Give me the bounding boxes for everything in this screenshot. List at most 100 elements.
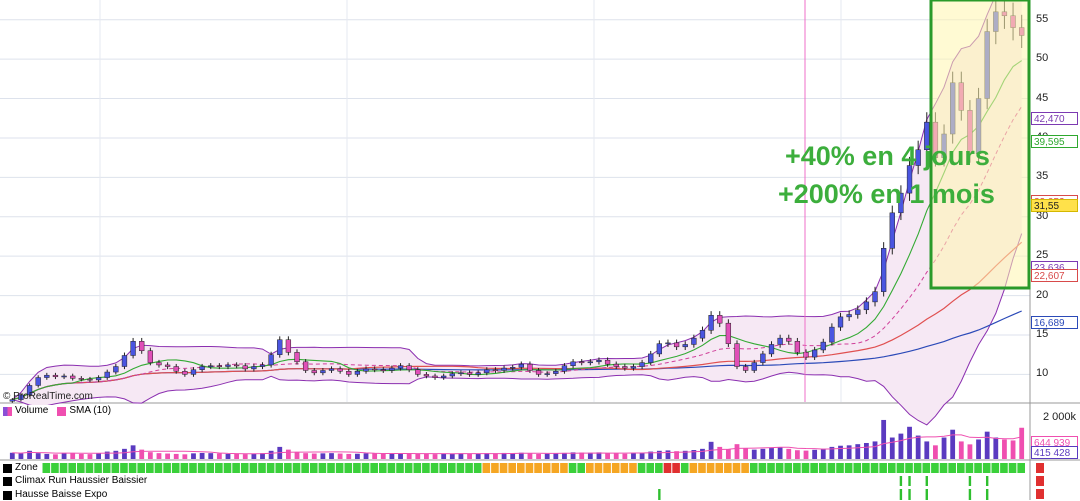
- volume-bar: [285, 449, 291, 459]
- zone-legend: Zone: [3, 462, 42, 474]
- zone-cell: [396, 463, 404, 473]
- volume-bar: [9, 452, 15, 459]
- zone-cell: [51, 463, 59, 473]
- zone-cell: [577, 463, 586, 473]
- volume-bar: [260, 453, 265, 459]
- zone-cell: [655, 463, 663, 473]
- candle-body: [441, 375, 447, 378]
- volume-bar: [941, 437, 947, 459]
- zone-cell: [887, 463, 896, 473]
- candle-body: [70, 375, 76, 379]
- zone-cell: [974, 463, 982, 473]
- price-tick-label: 15: [1036, 328, 1049, 340]
- volume-bar: [993, 437, 999, 459]
- bollinger-band-fill: [12, 0, 1022, 425]
- volume-bar: [191, 453, 196, 459]
- candle-body: [337, 368, 343, 372]
- expo-mark: [985, 489, 989, 500]
- zone-cell: [542, 463, 551, 473]
- zone-cell: [844, 463, 853, 473]
- candle-body: [216, 365, 223, 367]
- volume-bar: [527, 453, 533, 459]
- volume-bar: [812, 449, 818, 459]
- volume-bar: [933, 445, 938, 459]
- zone-cell: [292, 463, 301, 473]
- moving-averages: [11, 0, 1023, 426]
- volume-bar: [294, 451, 300, 459]
- volume-panel: [9, 419, 1025, 459]
- zone-cell: [715, 463, 724, 473]
- zone-cell: [732, 463, 741, 473]
- zone-cell: [663, 463, 672, 473]
- candle-body: [561, 365, 568, 372]
- candle-body: [855, 309, 861, 315]
- zone-cell: [499, 463, 508, 473]
- candle-body: [87, 378, 93, 381]
- candle-body: [492, 369, 499, 371]
- volume-bar: [225, 453, 231, 459]
- zone-cell: [629, 463, 637, 473]
- candle-body: [449, 373, 455, 377]
- expo-last-value: [1036, 489, 1044, 499]
- candle-body: [622, 366, 628, 369]
- volume-bar: [303, 453, 309, 459]
- zone-cell: [870, 463, 879, 473]
- volume-bar: [372, 453, 378, 459]
- volume-bar: [70, 453, 76, 459]
- bollinger-area: [12, 0, 1022, 425]
- candle-body: [898, 192, 904, 214]
- volume-bar: [354, 453, 360, 459]
- candle-body: [406, 365, 412, 370]
- zone-cell: [77, 463, 85, 473]
- zone-cell: [939, 463, 948, 473]
- candle-body: [829, 326, 835, 343]
- zone-cell: [862, 463, 870, 473]
- zone-cell: [266, 463, 275, 473]
- candle-body: [139, 341, 145, 352]
- highlight-box: [929, 0, 1031, 290]
- climax-mark: [908, 476, 911, 486]
- zone-cell: [741, 463, 749, 473]
- volume-bar: [829, 446, 835, 459]
- zone-cell: [646, 463, 655, 473]
- candle-body: [285, 339, 292, 353]
- price-tick-label: 35: [1036, 170, 1049, 183]
- volume-bar: [587, 452, 593, 459]
- candle-body: [553, 371, 559, 374]
- volume-bar: [35, 453, 41, 459]
- volume-bar: [510, 453, 516, 459]
- candle-body: [570, 361, 576, 366]
- candle-body: [458, 372, 464, 375]
- zone-cell: [491, 463, 499, 473]
- zone-cell: [85, 463, 94, 473]
- climax-mark: [925, 476, 928, 486]
- candle-body: [811, 349, 818, 358]
- zone-cell: [965, 463, 974, 473]
- climax-legend: Climax Run Haussier Baissier: [3, 475, 152, 487]
- candle-body: [587, 361, 593, 364]
- volume-bar: [406, 453, 412, 459]
- zone-cell: [59, 463, 68, 473]
- volume-sma-line: [12, 434, 1022, 455]
- candle-body: [320, 370, 326, 374]
- candle-body: [380, 369, 386, 371]
- candle-body: [363, 368, 369, 372]
- zone-cell: [603, 463, 611, 473]
- annotation-4-days: +40% en 4 jours: [785, 141, 990, 171]
- candle-body: [113, 366, 119, 373]
- price-tick-label: 10: [1036, 367, 1049, 380]
- zone-cell: [879, 463, 887, 473]
- expo-mark: [908, 489, 911, 500]
- price-tick-label: 25: [1036, 249, 1049, 262]
- zone-cell: [223, 463, 232, 473]
- zone-cell: [318, 463, 327, 473]
- candle-body: [734, 343, 740, 367]
- candle-body: [173, 366, 179, 372]
- candle-body: [768, 344, 775, 355]
- expo-mark: [968, 489, 972, 500]
- volume-bar: [562, 452, 567, 459]
- zone-cell: [810, 463, 818, 473]
- candle-body: [708, 315, 714, 331]
- volume-bar: [605, 453, 610, 459]
- candle-body: [44, 374, 50, 378]
